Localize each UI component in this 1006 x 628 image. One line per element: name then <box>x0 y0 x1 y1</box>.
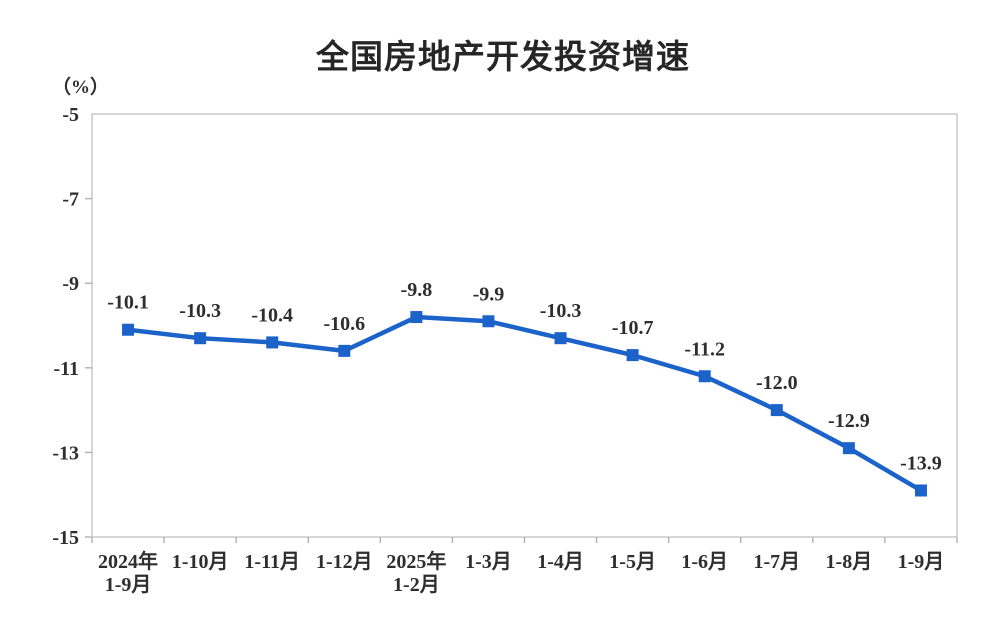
data-point-label: -10.1 <box>107 292 149 314</box>
data-point-marker <box>338 344 351 357</box>
data-point-label: -9.9 <box>473 283 505 305</box>
data-point-label: -9.8 <box>401 279 433 301</box>
x-axis-category-label: 1-6月 <box>681 551 728 573</box>
y-axis-tick-label: -13 <box>52 442 79 464</box>
data-point-label: -12.0 <box>756 372 798 394</box>
y-axis-tick-label: -15 <box>52 527 79 549</box>
x-axis-category-label: 1-9月 <box>105 574 152 596</box>
data-point-marker <box>914 484 927 497</box>
data-point-marker <box>770 404 783 417</box>
x-axis-category-label: 1-7月 <box>753 551 800 573</box>
data-point-label: -10.7 <box>612 317 654 339</box>
x-axis-category-label: 2025年 <box>386 549 446 573</box>
data-point-marker <box>194 332 207 345</box>
data-point-label: -13.9 <box>900 452 942 474</box>
data-point-marker <box>698 370 711 383</box>
x-axis-category-label: 1-2月 <box>393 574 440 596</box>
data-point-marker <box>122 323 135 336</box>
data-point-label: -10.3 <box>540 300 582 322</box>
x-axis-category-label: 1-5月 <box>609 551 656 573</box>
data-point-marker <box>266 336 279 349</box>
y-axis-tick-label: -5 <box>62 104 79 126</box>
data-point-label: -10.3 <box>179 300 221 322</box>
chart-title: 全国房地产开发投资增速 <box>316 38 690 75</box>
y-axis-tick-label: -7 <box>62 189 79 211</box>
x-axis-category-label: 1-12月 <box>316 551 373 573</box>
plot-border <box>91 113 958 538</box>
x-axis-category-label: 1-8月 <box>826 551 873 573</box>
y-axis-tick-label: -11 <box>53 358 79 380</box>
data-point-marker <box>410 311 423 324</box>
x-axis-category-label: 1-4月 <box>537 551 584 573</box>
y-axis-unit-label: （%） <box>52 77 110 98</box>
series-line <box>125 314 924 493</box>
x-axis-category-label: 1-10月 <box>172 551 229 573</box>
x-axis-category-label: 1-9月 <box>898 551 945 573</box>
data-point-marker <box>554 332 567 345</box>
data-point-label: -10.4 <box>251 304 293 326</box>
x-axis-category-label: 1-11月 <box>244 551 300 573</box>
data-point-marker <box>842 442 855 455</box>
y-axis-tick-label: -9 <box>62 273 79 295</box>
data-point-label: -11.2 <box>684 338 725 360</box>
x-axis-category-label: 1-3月 <box>465 551 512 573</box>
data-point-marker <box>482 315 495 328</box>
data-point-marker <box>626 349 639 362</box>
data-point-label: -10.6 <box>323 313 365 335</box>
x-axis-category-label: 2024年 <box>98 549 158 573</box>
data-point-label: -12.9 <box>828 410 870 432</box>
